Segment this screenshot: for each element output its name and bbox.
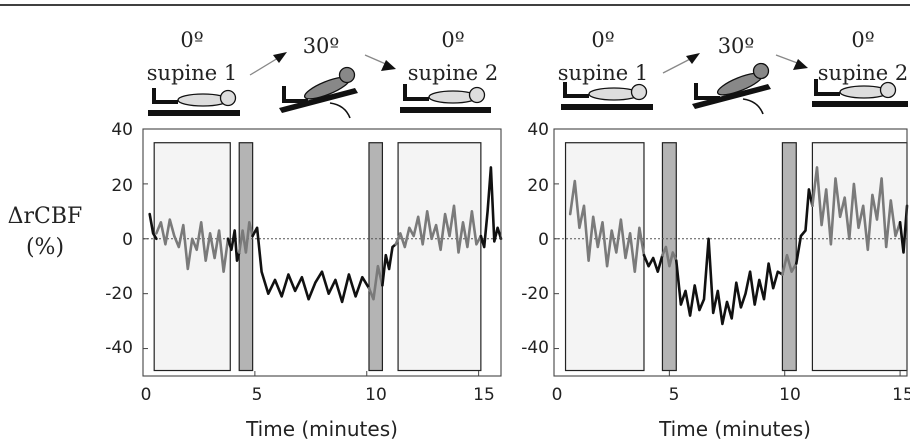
signal-trace-black [479, 166, 503, 249]
arrow-to-supine [775, 54, 808, 70]
phase-label-angle-2: 30º [303, 34, 340, 58]
left-plot-area [142, 128, 503, 377]
x-tick-label: 5 [669, 385, 680, 405]
signal-trace-black [674, 237, 784, 326]
tilt-patient-icon [279, 66, 358, 119]
y-tick-label: 20 [527, 176, 549, 196]
signal-trace-gray [237, 221, 254, 254]
supine-patient-icon-2 [812, 79, 908, 107]
y-tick-label: 0 [122, 230, 133, 250]
phase-label-name-1: supine 1 [147, 61, 237, 85]
phase-label-angle-3: 0º [441, 28, 464, 52]
phase-label-name-3: supine 2 [818, 61, 908, 85]
signal-trace-black [898, 204, 909, 254]
y-tick-label: 0 [538, 230, 549, 250]
signal-trace-black [251, 226, 371, 304]
x-tick-label: 5 [252, 385, 263, 405]
arrow-to-tilt [249, 52, 287, 76]
supine-patient-icon-1 [148, 88, 240, 116]
analysis-window-light [153, 142, 231, 372]
x-tick-label: 10 [779, 385, 801, 405]
axes-frame [142, 128, 502, 377]
supine-patient-icon-1 [561, 82, 653, 110]
y-tick-label: -40 [105, 338, 133, 358]
arrow-to-tilt [662, 53, 700, 74]
y-tick-label: 40 [527, 120, 549, 140]
transition-window-dark [238, 142, 254, 372]
analysis-window-light [811, 142, 908, 372]
supine-patient-icon-2 [400, 84, 491, 113]
signal-trace-gray [661, 245, 678, 268]
y-tick-label: 20 [111, 176, 133, 196]
transition-window-dark [368, 142, 384, 372]
analysis-window-light [564, 142, 645, 372]
axes-frame [553, 128, 908, 377]
signal-trace-gray [367, 264, 384, 301]
phase-label-angle-3: 0º [851, 28, 874, 52]
y-tick-label: 40 [111, 120, 133, 140]
tilt-patient-icon [692, 62, 771, 115]
signal-trace-black [794, 188, 814, 265]
x-tick-label: 0 [552, 385, 563, 405]
signal-trace-gray [811, 166, 902, 252]
y-axis-label-line1: ΔrCBF [8, 204, 83, 229]
x-tick-label: 15 [473, 385, 495, 405]
transition-window-dark [781, 142, 797, 372]
signal-trace-black [642, 253, 664, 274]
signal-trace-gray [155, 218, 230, 274]
x-tick-label: 10 [365, 385, 387, 405]
signal-trace-gray [394, 204, 483, 254]
x-axis-label: Time (minutes) [658, 417, 811, 441]
y-tick-label: -40 [521, 338, 549, 358]
signal-trace-black [148, 212, 158, 241]
phase-label-angle-1: 0º [591, 28, 614, 52]
y-axis-label-line2: (%) [26, 235, 64, 260]
right-panel: 0º supine 1 30º 0º supine 2 [521, 28, 910, 441]
y-tick-label: -20 [521, 284, 549, 304]
signal-trace-black [381, 243, 398, 287]
analysis-window-light [397, 142, 482, 372]
left-panel: 0º supine 1 30º 0º supine 2 [105, 28, 503, 441]
arrow-to-supine [364, 54, 396, 71]
phase-label-name-3: supine 2 [408, 61, 498, 85]
x-axis-label: Time (minutes) [245, 417, 398, 441]
signal-trace-gray [568, 179, 646, 274]
x-tick-label: 0 [141, 385, 152, 405]
x-tick-label: 15 [892, 385, 910, 405]
phase-label-name-1: supine 1 [558, 61, 648, 85]
signal-trace-black [226, 229, 241, 263]
phase-label-angle-2: 30º [718, 34, 755, 58]
right-plot-area [553, 128, 909, 377]
phase-label-angle-1: 0º [180, 28, 203, 52]
y-tick-label: -20 [105, 284, 133, 304]
signal-trace-gray [781, 253, 798, 276]
